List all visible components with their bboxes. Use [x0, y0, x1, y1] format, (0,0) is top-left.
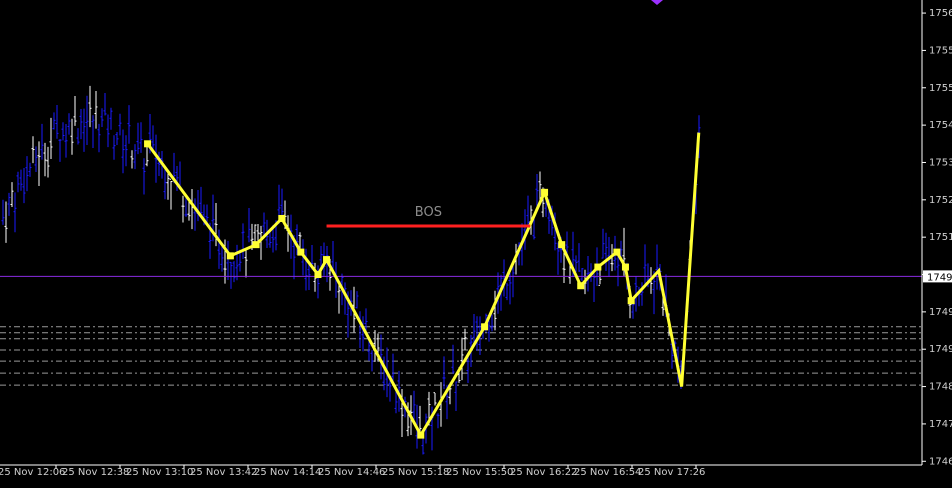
- x-tick-label: 25 Nov 13:10: [126, 467, 193, 478]
- y-tick-label: 1747.: [929, 419, 952, 430]
- x-tick-label: 25 Nov 12:38: [62, 467, 129, 478]
- zigzag-marker: [297, 248, 305, 256]
- zigzag-marker: [314, 271, 322, 279]
- x-tick-label: 25 Nov 14:46: [318, 467, 385, 478]
- zigzag-marker: [541, 188, 549, 196]
- zigzag-marker: [621, 263, 629, 271]
- bos-layer: BOS: [326, 205, 531, 228]
- y-tick-label: 1756.: [929, 8, 952, 19]
- y-tick-label: 1755.: [929, 45, 952, 56]
- zigzag-marker: [226, 252, 234, 260]
- x-tick-label: 25 Nov 16:22: [510, 467, 577, 478]
- y-tick-label: 1755.: [929, 83, 952, 94]
- zigzag-marker: [613, 248, 621, 256]
- y-tick-label: 1746.: [929, 456, 952, 467]
- y-tick-label: 1749.: [929, 307, 952, 318]
- zigzag-marker: [278, 214, 286, 222]
- y-tick-label: 1753.: [929, 157, 952, 168]
- x-tick-label: 25 Nov 14:14: [254, 467, 321, 478]
- y-tick-label: 1748.: [929, 382, 952, 393]
- current-price-tag: 1749.: [923, 270, 952, 283]
- x-tick-label: 25 Nov 13:42: [190, 467, 257, 478]
- current-price-tag-bg: [923, 270, 952, 283]
- x-tick-label: 25 Nov 15:18: [382, 467, 449, 478]
- zigzag-marker: [252, 241, 260, 249]
- y-tick-label: 1751.: [929, 232, 952, 243]
- zigzag-marker: [144, 140, 152, 148]
- y-tick-label: 1752.: [929, 195, 952, 206]
- x-tick-label: 25 Nov 17:26: [638, 467, 705, 478]
- y-tick-label: 1754.: [929, 120, 952, 131]
- zigzag-layer: [144, 132, 701, 439]
- zigzag-marker: [577, 282, 585, 290]
- zigzag-marker: [323, 256, 331, 264]
- x-tick-label: 25 Nov 16:54: [574, 467, 641, 478]
- zigzag-marker: [594, 263, 602, 271]
- zigzag-marker: [627, 297, 635, 305]
- x-tick-label: 25 Nov 12:06: [0, 467, 65, 478]
- x-tick-label: 25 Nov 15:50: [446, 467, 513, 478]
- bos-label: BOS: [415, 205, 442, 220]
- zigzag-marker: [558, 241, 566, 249]
- y-tick-label: 1749.: [929, 344, 952, 355]
- top-marker-icon: [651, 0, 663, 5]
- current-price-tag-text: 1749.: [927, 272, 952, 283]
- zigzag-marker: [417, 431, 425, 439]
- zigzag-marker: [481, 323, 489, 331]
